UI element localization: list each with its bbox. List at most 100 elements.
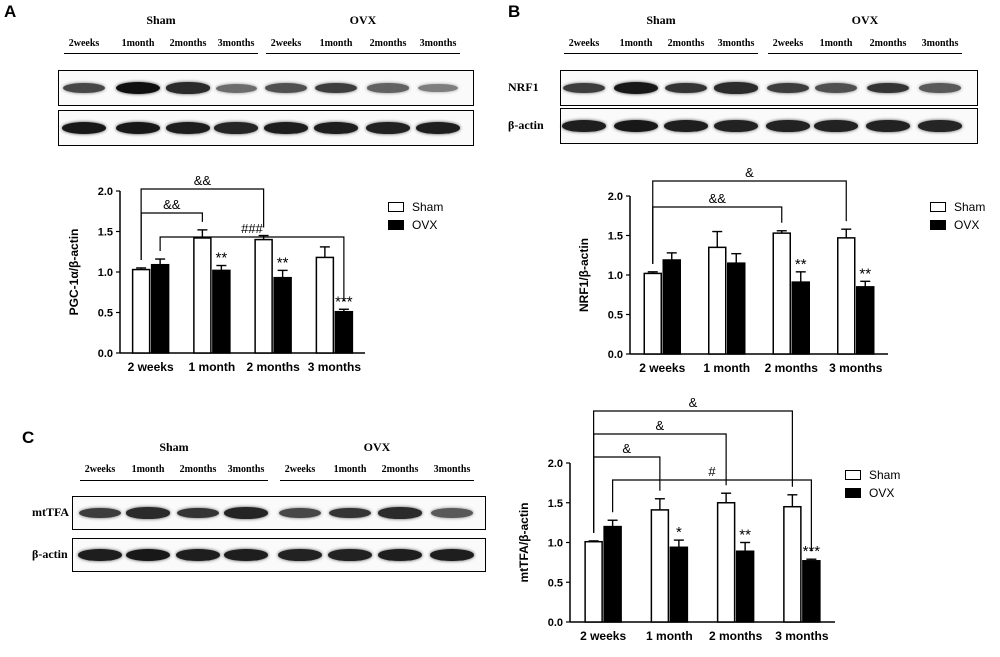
- protein-band: [176, 549, 220, 561]
- bar-sham: [131, 268, 151, 354]
- bracket-label: &: [656, 418, 665, 433]
- protein-band: [431, 508, 473, 518]
- protein-band: [367, 83, 409, 93]
- protein-band: [714, 82, 758, 94]
- sham-swatch: [930, 202, 946, 212]
- bar-sham: [837, 237, 856, 355]
- protein-band: [224, 507, 268, 519]
- group-underline: [768, 53, 962, 54]
- protein-band: [766, 120, 810, 132]
- timepoint-label: 3months: [433, 464, 471, 475]
- bracket-label: #: [708, 464, 716, 479]
- legend-label-sham: Sham: [954, 200, 986, 214]
- protein-band: [62, 122, 106, 134]
- protein-band: [224, 549, 268, 561]
- panel-letter-a: A: [4, 2, 17, 21]
- ovx-swatch: [388, 220, 404, 230]
- chart-svg: 0.0 0.5 1.0 1.5 2.0 mtTFA/β-actin 2 weeks * 1 mo…: [517, 395, 835, 643]
- bar-sham: [254, 238, 273, 354]
- blot-row-label: mtTFA: [32, 505, 70, 519]
- significance-bracket: [612, 479, 812, 552]
- protein-band: [430, 549, 474, 561]
- bracket-label: ###: [241, 221, 263, 236]
- protein-band: [265, 83, 307, 93]
- timepoint-label: 2weeks: [84, 464, 116, 475]
- significance-bracket: [593, 456, 661, 533]
- protein-band: [328, 507, 372, 519]
- ovx-swatch: [845, 488, 861, 498]
- bar-sham: [783, 505, 802, 623]
- protein-band: [126, 549, 170, 561]
- protein-band: [166, 122, 210, 134]
- legend-label-sham: Sham: [869, 468, 901, 482]
- protein-band: [814, 120, 858, 132]
- y-axis-label: NRF1/β-actin: [577, 238, 591, 312]
- protein-band: [314, 122, 358, 134]
- significance-mark: ***: [335, 293, 353, 310]
- timepoint-label: 1month: [121, 38, 155, 49]
- x-tick-label: 2 months: [765, 361, 819, 375]
- y-tick-label: 2.0: [98, 186, 113, 198]
- group-underline: [280, 480, 474, 481]
- bar-ovx: [334, 310, 354, 354]
- y-tick-label: 1.0: [548, 538, 563, 550]
- protein-band: [116, 82, 160, 94]
- bar-ovx: [662, 259, 681, 355]
- significance-bracket: [140, 212, 203, 260]
- protein-band: [78, 549, 122, 561]
- group-underline: [266, 53, 460, 54]
- bar-ovx: [802, 560, 821, 623]
- protein-band: [562, 120, 606, 132]
- y-tick-label: 0.5: [608, 310, 623, 322]
- significance-mark: **: [795, 256, 807, 273]
- protein-band: [866, 120, 910, 132]
- x-tick-label: 2 weeks: [580, 629, 626, 643]
- x-tick-label: 1 month: [703, 361, 750, 375]
- timepoint-label: 2months: [667, 38, 705, 49]
- bar-sham: [193, 237, 212, 354]
- significance-bracket: [159, 236, 345, 302]
- protein-band: [714, 120, 758, 132]
- timepoint-label: 2months: [869, 38, 907, 49]
- protein-band: [116, 122, 160, 134]
- y-axis-label: mtTFA/β-actin: [517, 503, 531, 583]
- protein-band: [417, 83, 459, 93]
- panel-letter-b: B: [508, 2, 521, 21]
- protein-band: [614, 82, 658, 94]
- sham-swatch: [388, 202, 404, 212]
- bracket-label: &: [689, 395, 698, 410]
- y-tick-label: 1.0: [608, 270, 623, 282]
- bar-ovx: [727, 262, 746, 355]
- protein-band: [918, 120, 962, 132]
- bracket-label: &&: [194, 173, 212, 188]
- bar-ovx: [212, 269, 231, 354]
- protein-band: [815, 83, 857, 93]
- bar-sham: [716, 502, 736, 623]
- timepoint-label: 2months: [169, 38, 207, 49]
- protein-band: [866, 82, 910, 94]
- protein-band: [416, 122, 460, 134]
- significance-mark: **: [277, 254, 289, 271]
- x-tick-label: 2 months: [246, 360, 300, 374]
- y-tick-label: 0.0: [608, 349, 623, 361]
- x-tick-label: 3 months: [829, 361, 883, 375]
- protein-band: [378, 549, 422, 561]
- ovx-swatch: [930, 220, 946, 230]
- bar-ovx: [735, 550, 755, 623]
- significance-mark: ***: [803, 543, 821, 560]
- group-label: OVX: [851, 13, 879, 27]
- timepoint-label: 3months: [921, 38, 959, 49]
- timepoint-label: 3months: [717, 38, 755, 49]
- timepoint-label: 1month: [333, 464, 367, 475]
- x-tick-label: 2 months: [709, 629, 763, 643]
- timepoint-label: 1month: [319, 38, 353, 49]
- y-tick-label: 1.5: [608, 231, 623, 243]
- y-tick-label: 0.0: [98, 348, 113, 360]
- timepoint-label: 3months: [217, 38, 255, 49]
- group-label: Sham: [146, 13, 176, 27]
- blot-row-label: β-actin: [32, 547, 68, 561]
- bar-sham: [315, 256, 335, 354]
- blot-row-label: NRF1: [508, 80, 539, 94]
- y-axis-label: PGC-1α/β-actin: [67, 229, 81, 316]
- bar-ovx: [273, 276, 292, 354]
